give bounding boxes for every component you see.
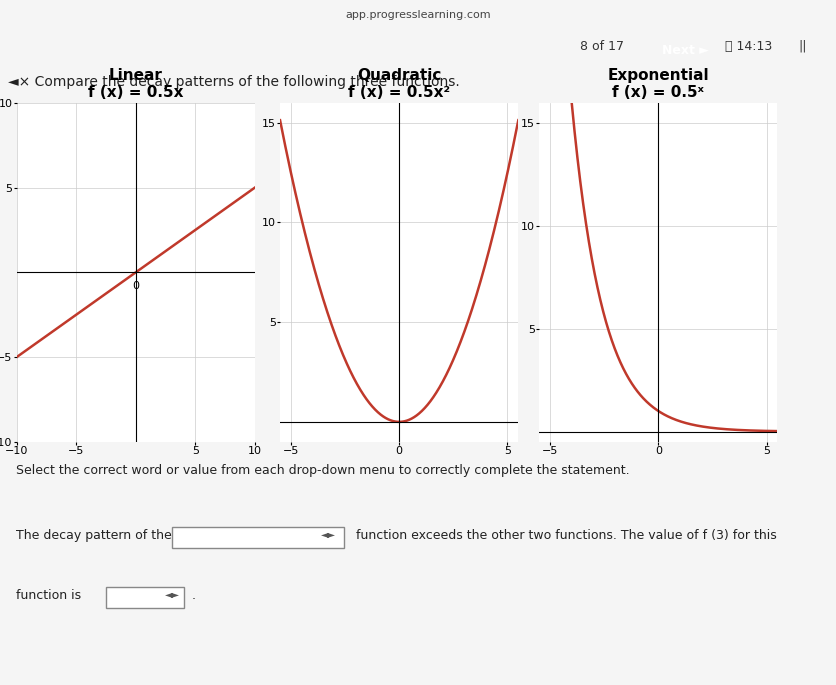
Text: 8 of 17: 8 of 17 [580,40,624,53]
Text: Next ►: Next ► [662,44,709,56]
Text: function is: function is [16,589,81,602]
Text: function exceeds the other two functions. The value of f (3) for this: function exceeds the other two functions… [355,530,777,542]
Text: .: . [191,589,196,602]
FancyBboxPatch shape [172,527,344,548]
Text: ◄►: ◄► [165,589,180,599]
Title: Linear
f (x) = 0.5x: Linear f (x) = 0.5x [88,68,184,100]
Text: Select the correct word or value from each drop-down menu to correctly complete : Select the correct word or value from ea… [16,464,630,477]
Title: Exponential
f (x) = 0.5ˣ: Exponential f (x) = 0.5ˣ [608,68,709,100]
Text: app.progresslearning.com: app.progresslearning.com [345,10,491,21]
Text: ⏱ 14:13: ⏱ 14:13 [725,40,772,53]
Text: ◄× Compare the decay patterns of the following three functions.: ◄× Compare the decay patterns of the fol… [8,75,460,89]
Text: The decay pattern of the: The decay pattern of the [16,530,171,542]
FancyBboxPatch shape [105,586,184,608]
Text: 0: 0 [132,281,140,290]
Text: ◄►: ◄► [321,530,336,539]
Title: Quadratic
f (x) = 0.5x²: Quadratic f (x) = 0.5x² [348,68,451,100]
Text: ||: || [798,40,807,53]
